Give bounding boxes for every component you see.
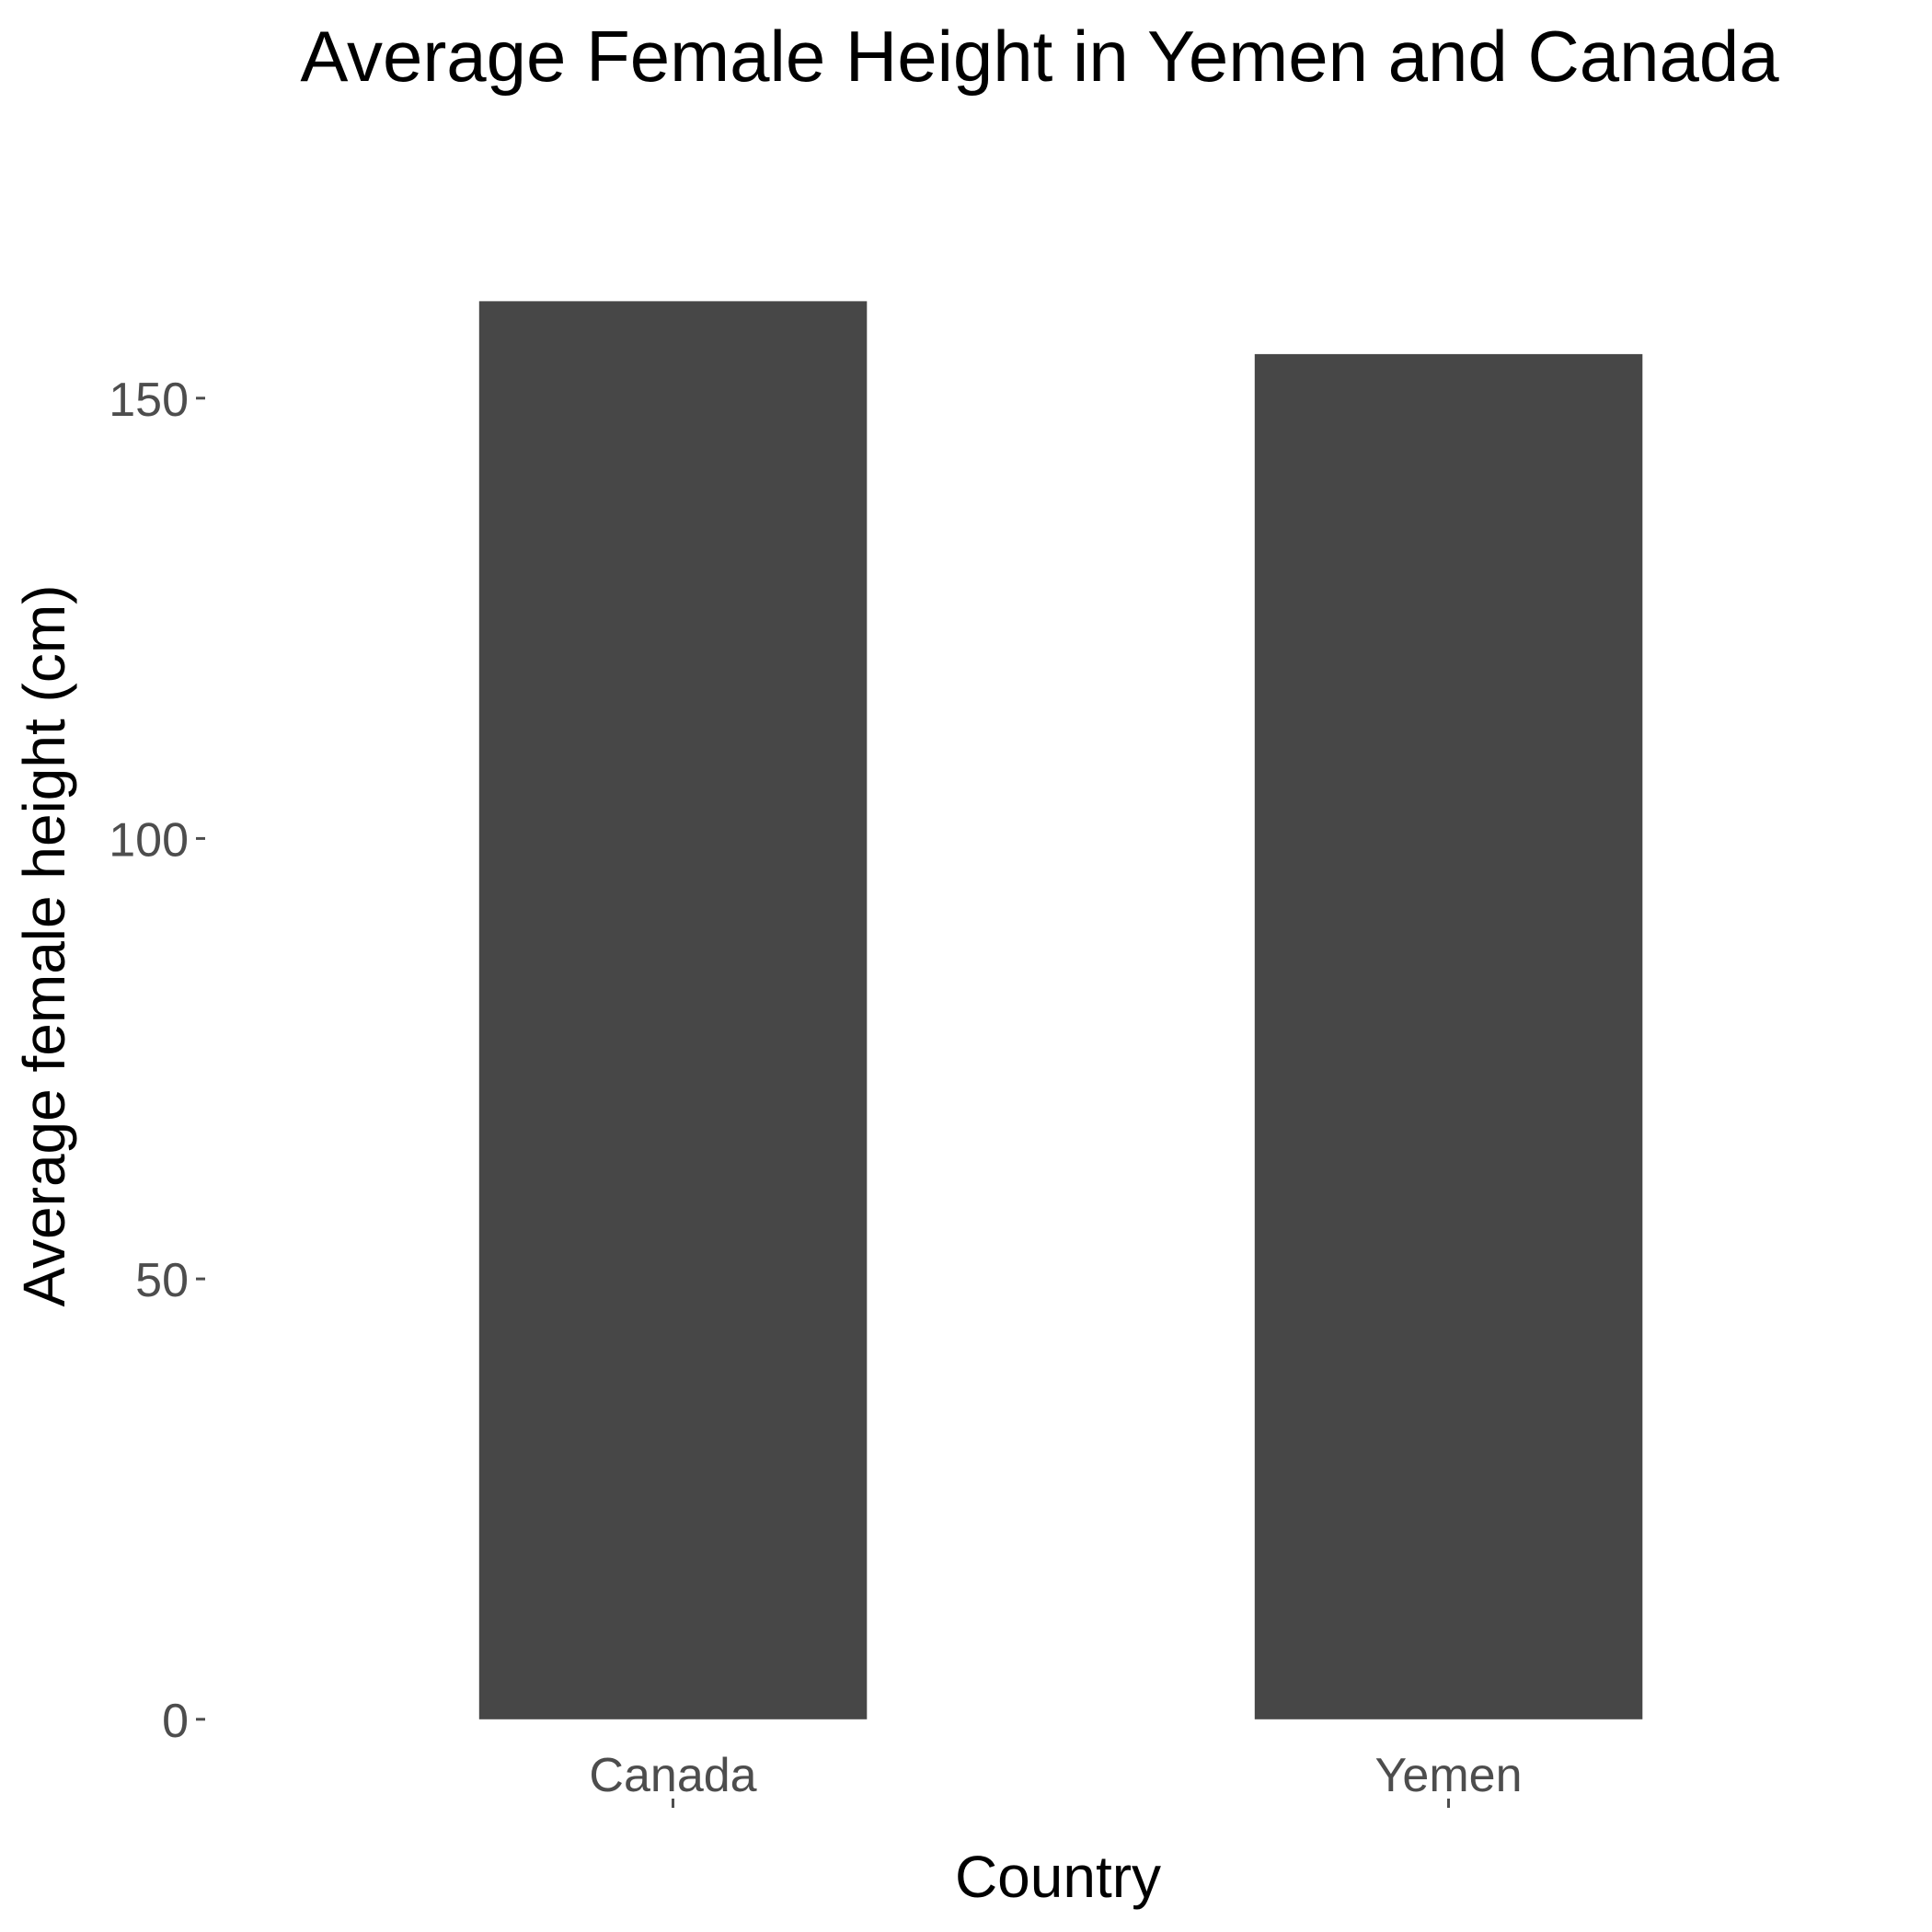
bars-layer xyxy=(478,301,1643,1719)
x-axis: Canada Yemen xyxy=(589,1749,1523,1808)
y-tick-label: 50 xyxy=(135,1254,189,1307)
y-axis: 0 50 100 150 xyxy=(109,374,205,1748)
bar-yemen xyxy=(1254,353,1643,1719)
y-axis-title: Average female height (cm) xyxy=(11,585,77,1307)
x-tick-label: Canada xyxy=(589,1749,756,1802)
x-axis-title: Country xyxy=(955,1844,1161,1910)
bar-canada xyxy=(478,301,868,1719)
y-tick-label: 100 xyxy=(109,813,189,867)
y-tick-label: 0 xyxy=(162,1695,189,1748)
chart-title: Average Female Height in Yemen and Canad… xyxy=(300,16,1779,97)
x-tick-label: Yemen xyxy=(1375,1749,1523,1802)
y-tick-label: 150 xyxy=(109,374,189,427)
